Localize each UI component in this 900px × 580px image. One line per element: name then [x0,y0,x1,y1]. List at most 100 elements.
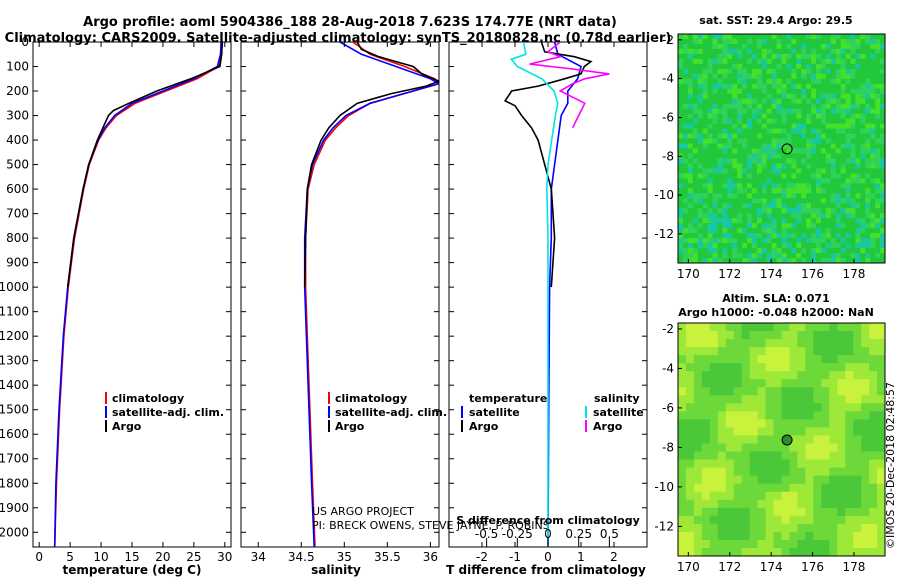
map-cell [781,178,787,184]
map-cell [805,403,814,412]
map-cell [781,371,790,380]
map-cell [830,188,837,194]
map-cell [837,475,846,485]
map-cell [820,128,827,134]
map-cell [733,531,743,541]
map-cell [845,218,851,224]
map-cell [741,435,751,444]
map-cell [801,168,807,174]
map-cell [678,539,687,549]
map-cell [816,198,822,204]
map-cell [687,98,694,105]
map-cell [742,88,748,95]
map-cell [692,158,699,164]
map-cell [717,78,723,85]
map-cell [829,547,838,557]
map-cell [830,258,837,264]
map-cell [709,371,719,380]
map-cell [682,48,689,55]
map-cell [869,483,878,493]
map-cell [796,138,802,144]
map-cell [825,38,832,45]
map-cell [701,371,711,380]
map-cell [702,163,708,169]
map-cell [877,539,886,549]
map-cell [766,98,773,105]
map-cell [741,491,751,501]
map-cell [765,371,774,380]
map-cell [820,233,827,239]
map-cell [825,238,832,244]
map-cell [865,248,871,254]
map-cell [796,203,802,209]
map-cell [678,58,684,65]
map-cell [766,138,773,144]
map-cell [829,371,838,380]
map-cell [837,539,846,549]
map-cell [825,153,832,159]
map-cell [880,133,886,139]
map-cell [791,153,797,159]
map-cell [865,34,871,40]
map-cell [840,88,846,95]
map-cell [796,88,802,95]
map-cell [771,258,777,264]
map-cell [737,158,743,164]
map-cell [781,88,787,95]
map-cell [709,507,719,517]
map-cell [693,363,703,372]
map-cell [776,198,782,204]
map-cell [850,53,856,60]
map-cell [825,158,832,164]
map-cell [830,48,837,55]
map-cell [806,78,812,85]
map-cell [761,213,768,219]
map-cell [781,198,787,204]
map-cell [830,193,837,199]
legend-salinity-heading: salinity [594,392,640,405]
map-cell [835,208,842,214]
map-cell [747,183,753,189]
map-cell [678,355,687,364]
map-cell [732,243,738,249]
map-cell [811,83,817,90]
map-cell [835,183,842,189]
map-cell [880,98,886,105]
map-cell [761,138,768,144]
map-cell [771,218,777,224]
map-cell [845,459,854,469]
map-cell [835,103,842,110]
map-cell [766,143,773,149]
map-cell [813,531,822,541]
map-cell [813,451,822,460]
map-cell [717,539,727,549]
map-cell [727,138,733,144]
map-cell [806,98,812,105]
map-cell [717,183,723,189]
map-cell [751,123,758,129]
map-cell [816,183,822,189]
map-cell [860,153,866,159]
map-cell [741,411,751,420]
map-cell [845,363,854,372]
map-cell [837,387,846,396]
map-cell [747,108,753,115]
map-cell [845,233,851,239]
map-cell [771,73,777,80]
map-cell [757,355,766,364]
map-cell [821,531,830,541]
map-cell [761,113,768,120]
map-cell [687,213,694,219]
map-cell [682,118,689,125]
map-cell [880,223,886,229]
map-cell [853,379,862,388]
map-cell [816,178,822,184]
map-cell [805,395,814,404]
map-cell [685,323,695,332]
map-cell [865,98,871,105]
map-cell [806,63,812,70]
map-cell [820,98,827,105]
map-cell [692,123,699,129]
map-cell [756,158,763,164]
map-cell [773,363,782,372]
